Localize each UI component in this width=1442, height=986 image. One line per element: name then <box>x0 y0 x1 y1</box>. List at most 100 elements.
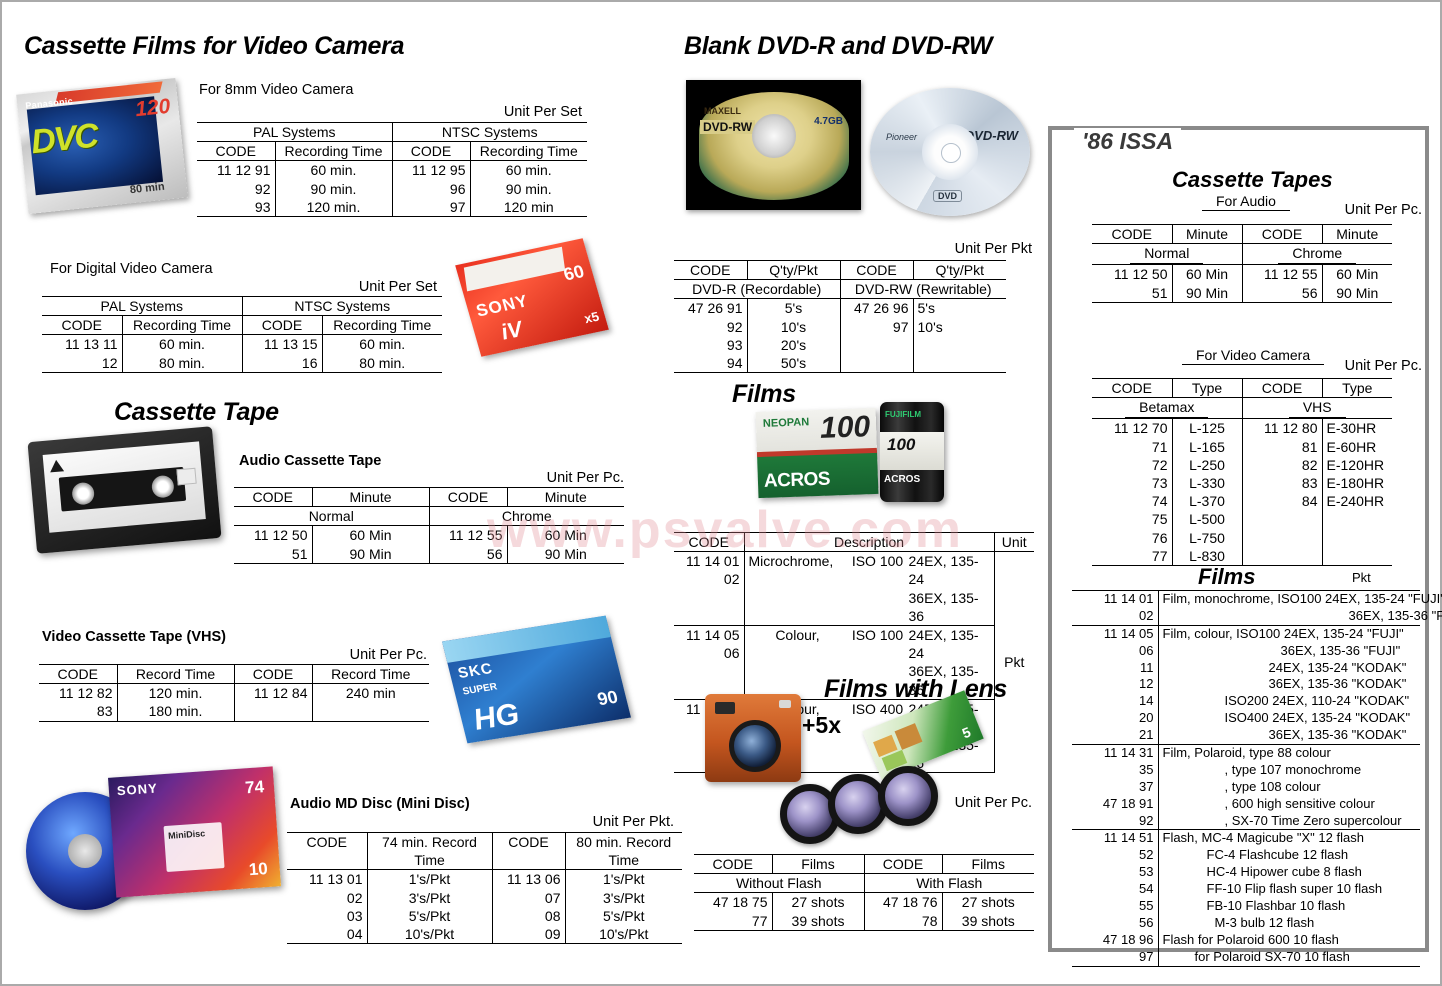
th-minute-1: Minute <box>311 486 429 508</box>
group-vhs: VHS <box>1288 398 1346 419</box>
issa-films-desc-cell: Film, monochrome, ISO100 24EX, 135-24 "F… <box>1157 590 1442 626</box>
product-photo-audio-cassette <box>27 426 222 554</box>
issa-films-code: 55 <box>1139 898 1154 914</box>
th-code-1: CODE <box>234 486 312 508</box>
neopan-brand: NEOPAN <box>762 416 810 430</box>
issa-films-desc: 36EX, 135-36 "FUJI" <box>1280 642 1401 658</box>
th-code-1: CODE <box>1092 223 1172 245</box>
skc-size: 90 <box>595 686 620 710</box>
th-code-2: CODE <box>1241 377 1322 399</box>
group-normal: Normal <box>1130 244 1204 265</box>
unit-issa-video: Unit Per Pc. <box>1344 358 1422 374</box>
unit-films-lens: Unit Per Pc. <box>954 795 1032 811</box>
th-rectime-2: Record Time <box>311 663 429 685</box>
table-row: 72 L-250 82 E-120HR <box>1092 455 1392 474</box>
group-pal-dv: PAL Systems <box>42 295 242 317</box>
heading-films: Films <box>732 380 796 408</box>
issa-films-desc: Film, Polaroid, type 88 colour <box>1162 745 1331 761</box>
label-for-video-camera: For Video Camera <box>1182 347 1325 365</box>
table-row: 11 12 50 60 Min 11 12 55 60 Min <box>234 525 624 545</box>
neopan-name: ACROS <box>763 468 831 492</box>
th-code-1: CODE <box>287 831 367 871</box>
dvd-type: DVD-RW <box>700 120 756 134</box>
issa-films-desc: 36EX, 135-36 "KODAK" <box>1268 676 1407 692</box>
md-brand: SONY <box>116 780 159 799</box>
th-code-2: CODE <box>241 315 322 336</box>
issa-films-code: 02 <box>1139 607 1154 623</box>
table-row: 77 39 shots 78 39 shots <box>694 911 1034 931</box>
skc-line1: SUPER <box>461 681 499 698</box>
product-photo-film-canister: FUJIFILM 100 ACROS <box>880 402 944 502</box>
th-code-1: CODE <box>39 663 117 685</box>
issa-films-desc-cell: Flash, MC-4 Magicube "X" 12 flash FC-4 Fl… <box>1157 829 1420 967</box>
product-photo-sony-md-box: SONY 74 MiniDisc 10 <box>108 766 281 898</box>
issa-films-desc: , type 108 colour <box>1224 778 1321 794</box>
th-rectime-1: Record Time <box>116 663 234 685</box>
issa-films-desc: , SX-70 Time Zero supercolour <box>1224 812 1402 828</box>
group-chrome: Chrome <box>428 506 624 527</box>
issa-films-desc: , type 107 monochrome <box>1224 761 1362 777</box>
label-for-8mm: For 8mm Video Camera <box>199 82 354 98</box>
unit-audio-cassette: Unit Per Pc. <box>546 470 624 486</box>
product-photo-dvc: Panasonic 120 DVC 80 min <box>16 77 188 215</box>
table-issa-audio: CODE Minute CODE Minute Normal Chrome 11… <box>1092 223 1392 303</box>
issa-films-code-cell: 11 14 05 06 11 12 14 20 21 <box>1072 624 1158 745</box>
th-code-2: CODE <box>863 853 942 875</box>
table-row: 11 13 11 60 min. 11 13 15 60 min. <box>42 334 442 354</box>
heading-cassette-films: Cassette Films for Video Camera <box>24 32 405 60</box>
table-row: 77 L-830 <box>1092 546 1392 566</box>
table-row: 51 90 Min 56 90 Min <box>1092 283 1392 303</box>
label-md-disc: Audio MD Disc (Mini Disc) <box>290 796 470 812</box>
table-audio-cassette: CODE Minute CODE Minute Normal Chrome 11… <box>234 486 624 564</box>
sony-model: iV <box>498 316 526 345</box>
heading-issa-films: Films <box>1198 564 1256 589</box>
table-row: 11 13 01 1's/Pkt 11 13 06 1's/Pkt <box>287 869 682 889</box>
th-code-1: CODE <box>1092 377 1172 399</box>
table-row: 11 14 05 06 Colour, ISO 100 24EX, 135-24… <box>674 624 1034 700</box>
issa-films-desc: ISO200 24EX, 110-24 "KODAK" <box>1224 693 1410 709</box>
th-description: Description <box>743 531 994 553</box>
dvd-brand: MAXELL <box>704 106 741 116</box>
th-type-1: Type <box>1171 377 1242 399</box>
issa-films-code: 56 <box>1139 914 1154 930</box>
issa-films-code-cell: 11 14 31 35 37 47 18 91 92 <box>1072 744 1158 830</box>
group-pal: PAL Systems <box>197 121 392 143</box>
th-qty-1: Q'ty/Pkt <box>746 259 840 281</box>
issa-films-desc: Film, monochrome, ISO100 24EX, 135-24 "F… <box>1162 591 1442 606</box>
unit-dv: Unit Per Set <box>358 279 437 295</box>
group-normal: Normal <box>234 506 429 527</box>
dvdrw-brand: Pioneer <box>886 132 918 142</box>
issa-films-desc: 36EX, 135-36 "FUJI" <box>1348 607 1442 623</box>
dvd-capacity: 4.7GB <box>814 116 843 127</box>
issa-films-desc: Flash, MC-4 Magicube "X" 12 flash <box>1162 830 1364 846</box>
th-minute-2: Minute <box>1321 223 1392 245</box>
dvdrw-type: DVD-RW <box>964 128 1018 143</box>
table-row: 11 14 05 06 11 12 14 20 21 Film, colour, ISO100… <box>1072 624 1420 745</box>
table-row: 12 80 min. 16 80 min. <box>42 353 442 373</box>
neopan-iso: 100 <box>819 410 871 445</box>
table-row: 92 90 min. 96 90 min. <box>197 179 587 198</box>
table-row: 74 L-370 84 E-240HR <box>1092 492 1392 511</box>
table-row: 02 3's/Pkt 07 3's/Pkt <box>287 888 682 907</box>
th-qty-2: Q'ty/Pkt <box>912 259 1006 281</box>
table-row: 93 120 min. 97 120 min <box>197 197 587 217</box>
issa-films-desc: FB-10 Flashbar 10 flash <box>1206 898 1346 914</box>
unit-dvd: Unit Per Pkt <box>954 241 1032 257</box>
group-betamax: Betamax <box>1125 398 1209 419</box>
label-for-digital-video: For Digital Video Camera <box>50 261 213 277</box>
th-code: CODE <box>674 531 744 553</box>
product-photo-neopan-box: NEOPAN 100 ACROS <box>755 407 879 499</box>
th-minute-1: Minute <box>1171 223 1242 245</box>
group-dvd-rw: DVD-RW (Rewritable) <box>839 279 1006 300</box>
issa-films-code: 92 <box>1139 812 1154 828</box>
issa-films-desc: 36EX, 135-36 "KODAK" <box>1268 727 1407 743</box>
th-code-2: CODE <box>491 831 565 871</box>
issa-films-desc: M-3 bulb 12 flash <box>1214 914 1315 930</box>
table-row: 11 14 31 35 37 47 18 91 92 Film, Polaroid, ty… <box>1072 744 1420 830</box>
th-code-2: CODE <box>1241 223 1322 245</box>
films-unit-value: Pkt <box>993 551 1034 773</box>
issa-films-desc-cell: Film, Polaroid, type 88 colour, type 107… <box>1157 744 1420 830</box>
issa-films-code: 53 <box>1139 864 1154 880</box>
th-unit: Unit <box>993 531 1034 553</box>
table-row: 11 12 50 60 Min 11 12 55 60 Min <box>1092 264 1392 284</box>
